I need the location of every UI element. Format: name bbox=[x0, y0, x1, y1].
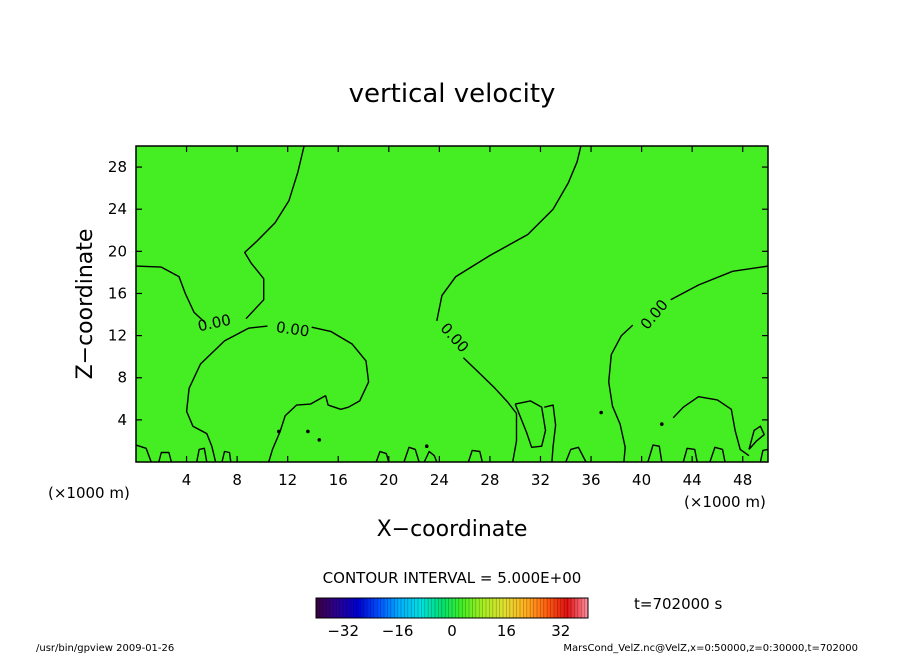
x-axis-label: X−coordinate bbox=[377, 517, 528, 542]
colorbar-ticks: −32 −16 0 16 32 bbox=[327, 622, 570, 640]
contour-line bbox=[423, 450, 438, 463]
contour-line bbox=[196, 447, 208, 463]
x-tick-label: 16 bbox=[329, 471, 348, 489]
x-tick-label: 20 bbox=[379, 471, 398, 489]
contour-line bbox=[565, 446, 587, 463]
contour-line bbox=[375, 450, 390, 463]
footer-left: /usr/bin/gpview 2009-01-26 bbox=[36, 643, 174, 654]
colorbar-tick-label: −32 bbox=[327, 622, 359, 640]
x-tick-label: 8 bbox=[232, 471, 242, 489]
x-unit-left: (×1000 m) bbox=[48, 484, 130, 502]
plot-frame bbox=[135, 145, 769, 463]
contour-line bbox=[462, 357, 518, 463]
contour-dot bbox=[277, 429, 281, 434]
contour-dot bbox=[599, 410, 603, 415]
contour-line bbox=[436, 145, 582, 322]
x-tick-label: 48 bbox=[733, 471, 752, 489]
contour-line bbox=[670, 265, 769, 301]
contour-line bbox=[759, 448, 769, 463]
x-tick-label: 28 bbox=[480, 471, 499, 489]
contour-dot bbox=[660, 422, 664, 426]
contour-line bbox=[748, 425, 765, 450]
velocity-field bbox=[136, 146, 768, 462]
contour-line bbox=[185, 325, 268, 463]
plot-area: 0.00 0.00 0.000.00 4 8 12 16 20 24 28 32 36 40 44 48 … bbox=[108, 145, 769, 489]
contour-line bbox=[709, 446, 726, 463]
contour-line bbox=[544, 404, 557, 463]
colorbar-tick-label: 0 bbox=[447, 622, 457, 640]
contour-line bbox=[514, 400, 547, 448]
x-tick-label: 32 bbox=[531, 471, 550, 489]
contour-line bbox=[682, 447, 698, 463]
contour-line bbox=[608, 324, 634, 463]
x-axis-ticks: 4 8 12 16 20 24 28 32 36 40 44 48 bbox=[182, 146, 752, 489]
x-tick-label: 36 bbox=[581, 471, 600, 489]
x-tick-label: 12 bbox=[278, 471, 297, 489]
y-axis-ticks: 4 8 12 16 20 24 28 bbox=[108, 158, 768, 429]
y-axis-label: Z−coordinate bbox=[73, 229, 98, 380]
y-tick-label: 16 bbox=[108, 284, 127, 302]
x-tick-label: 24 bbox=[430, 471, 449, 489]
x-unit-right: (×1000 m) bbox=[684, 493, 766, 511]
contour-line bbox=[311, 326, 370, 410]
y-tick-label: 12 bbox=[108, 327, 127, 345]
y-tick-label: 24 bbox=[108, 200, 127, 218]
colorbar-tick-label: −16 bbox=[382, 622, 414, 640]
colorbar-gradient bbox=[316, 598, 588, 618]
contour-dot bbox=[424, 444, 429, 449]
colorbar bbox=[315, 597, 589, 619]
contour-dot bbox=[306, 429, 310, 434]
contour-interval: CONTOUR INTERVAL = 5.000E+00 bbox=[323, 569, 582, 587]
contour-line bbox=[672, 396, 750, 457]
footer-right: MarsCond_VelZ.nc@VelZ,x=0:50000,z=0:3000… bbox=[563, 643, 858, 654]
time-label: t=702000 s bbox=[634, 595, 722, 613]
y-tick-label: 28 bbox=[108, 158, 127, 176]
chart-title: vertical velocity bbox=[349, 79, 556, 109]
x-tick-label: 4 bbox=[182, 471, 192, 489]
contour-line bbox=[403, 446, 420, 463]
y-tick-label: 4 bbox=[117, 411, 127, 429]
colorbar-frame bbox=[315, 597, 589, 619]
contour-line bbox=[647, 444, 663, 463]
contour-line bbox=[268, 394, 326, 463]
x-tick-label: 40 bbox=[632, 471, 651, 489]
y-tick-label: 20 bbox=[108, 242, 127, 260]
contour-dot bbox=[317, 438, 322, 442]
contour-line bbox=[221, 450, 232, 463]
contour-lines bbox=[135, 145, 769, 463]
colorbar-tick-label: 32 bbox=[551, 622, 570, 640]
y-tick-label: 8 bbox=[117, 369, 127, 387]
contour-line bbox=[135, 444, 152, 463]
contour-line bbox=[244, 145, 305, 320]
contour-line bbox=[467, 449, 483, 463]
x-tick-label: 44 bbox=[683, 471, 702, 489]
contour-line bbox=[135, 265, 206, 324]
contour-label: 0.00 bbox=[275, 318, 311, 340]
colorbar-tick-label: 16 bbox=[497, 622, 516, 640]
contour-line bbox=[158, 451, 173, 463]
